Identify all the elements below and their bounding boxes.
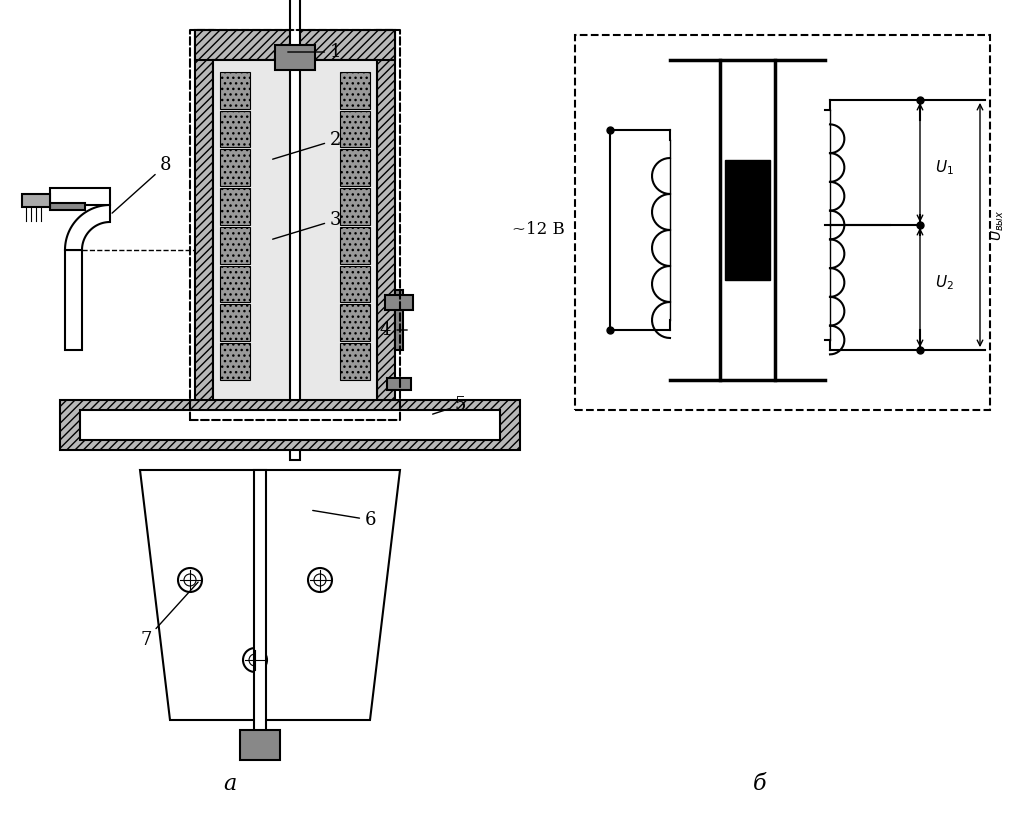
Bar [340, 149, 370, 186]
Bar [50, 188, 110, 205]
Bar [395, 290, 403, 350]
Text: 6: 6 [312, 510, 377, 529]
Bar [220, 344, 250, 380]
Circle shape [314, 574, 326, 586]
Bar [213, 60, 377, 410]
Bar [220, 189, 250, 225]
Text: 4: 4 [380, 321, 408, 339]
Text: а: а [223, 773, 237, 795]
Bar [220, 304, 250, 341]
Circle shape [308, 568, 332, 592]
Bar [340, 111, 370, 147]
Bar [340, 189, 370, 225]
Text: $U_{вых}$: $U_{вых}$ [990, 210, 1007, 241]
Bar [220, 149, 250, 186]
Text: 2: 2 [272, 131, 341, 159]
Bar [340, 72, 370, 109]
Bar [22, 194, 50, 207]
Bar [385, 295, 413, 310]
Polygon shape [140, 470, 400, 720]
Bar [240, 730, 280, 760]
Bar [220, 111, 250, 147]
Bar [725, 160, 770, 280]
Circle shape [184, 574, 196, 586]
Bar [340, 266, 370, 303]
Bar [387, 378, 411, 390]
Circle shape [243, 648, 267, 672]
Text: 3: 3 [272, 211, 341, 239]
Text: $U_2$: $U_2$ [935, 273, 953, 292]
Bar [195, 30, 213, 410]
Bar [290, 0, 300, 460]
Bar [575, 35, 990, 410]
Text: б: б [754, 773, 767, 795]
Bar [65, 250, 82, 350]
Bar [340, 227, 370, 264]
Bar [275, 45, 315, 70]
Text: 7: 7 [140, 582, 198, 649]
Text: $U_1$: $U_1$ [935, 158, 954, 177]
Bar [340, 344, 370, 380]
Bar [254, 470, 266, 740]
Bar [220, 72, 250, 109]
Text: 1: 1 [288, 43, 341, 61]
Bar [190, 30, 400, 420]
Circle shape [178, 568, 202, 592]
Bar [220, 266, 250, 303]
Circle shape [249, 654, 261, 666]
Polygon shape [65, 205, 110, 250]
Bar [80, 410, 500, 440]
Text: 8: 8 [112, 156, 171, 213]
Bar [60, 400, 520, 450]
Bar [340, 304, 370, 341]
Bar [195, 30, 395, 60]
Bar [220, 227, 250, 264]
Bar [377, 30, 395, 410]
Text: ~12 В: ~12 В [512, 221, 565, 239]
Bar [50, 203, 85, 210]
Text: 5: 5 [433, 396, 466, 414]
